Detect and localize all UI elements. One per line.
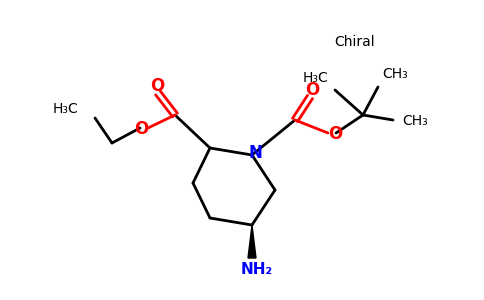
Text: NH₂: NH₂ (241, 262, 273, 278)
Text: H₃C: H₃C (303, 71, 329, 85)
Text: CH₃: CH₃ (382, 67, 408, 81)
Text: O: O (134, 120, 148, 138)
Text: Chiral: Chiral (335, 35, 375, 49)
Text: O: O (305, 81, 319, 99)
Text: O: O (150, 77, 164, 95)
Polygon shape (248, 225, 256, 258)
Text: O: O (328, 125, 342, 143)
Text: CH₃: CH₃ (402, 114, 428, 128)
Text: N: N (248, 144, 262, 162)
Text: H₃C: H₃C (53, 102, 79, 116)
